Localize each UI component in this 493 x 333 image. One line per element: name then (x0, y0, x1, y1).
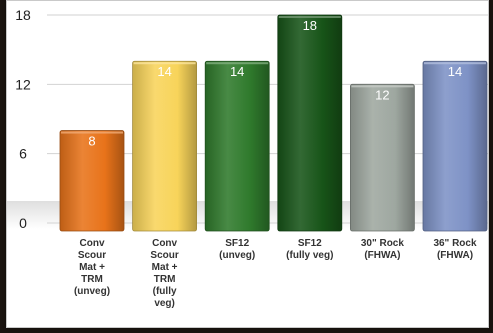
bar-value-label: 14 (157, 64, 171, 79)
bar-highlight (206, 62, 269, 65)
y-tick-label: 12 (15, 76, 31, 92)
chart-frame: 0 6 12 18 8 14 14 18 12 14 Conv Scour Mat + TRM … (6, 0, 489, 328)
bar (277, 14, 343, 232)
bar-value-label: 18 (303, 18, 317, 33)
bar (132, 60, 197, 232)
bar-value-label: 14 (448, 64, 462, 79)
bar-highlight (278, 16, 341, 18)
bar-value-label: 14 (230, 64, 244, 79)
bar (204, 60, 270, 232)
x-tick-label: Conv Scour Mat + TRM (unveg) (73, 238, 111, 297)
bar-value-label: 8 (88, 134, 95, 149)
y-tick-label: 18 (15, 7, 31, 23)
x-tick-label: SF12 (fully veg) (286, 238, 334, 261)
y-tick-label: 6 (19, 146, 27, 162)
bar-chart: 0 6 12 18 8 14 14 18 12 14 (7, 7, 488, 232)
bar (422, 60, 488, 232)
bar (59, 130, 125, 232)
x-tick-label: 36" Rock (FHWA) (433, 238, 477, 261)
x-tick-label: 30" Rock (FHWA) (360, 238, 404, 261)
x-tick-label: Conv Scour Mat + TRM (fully veg) (150, 238, 179, 309)
bar-value-label: 12 (375, 87, 389, 102)
bar-highlight (133, 62, 196, 65)
y-tick-label: 0 (19, 215, 27, 231)
bar-highlight (424, 62, 486, 65)
bar-highlight (61, 131, 123, 134)
x-tick-label: SF12 (unveg) (219, 238, 256, 261)
bar (349, 83, 415, 232)
bar-highlight (351, 85, 414, 88)
